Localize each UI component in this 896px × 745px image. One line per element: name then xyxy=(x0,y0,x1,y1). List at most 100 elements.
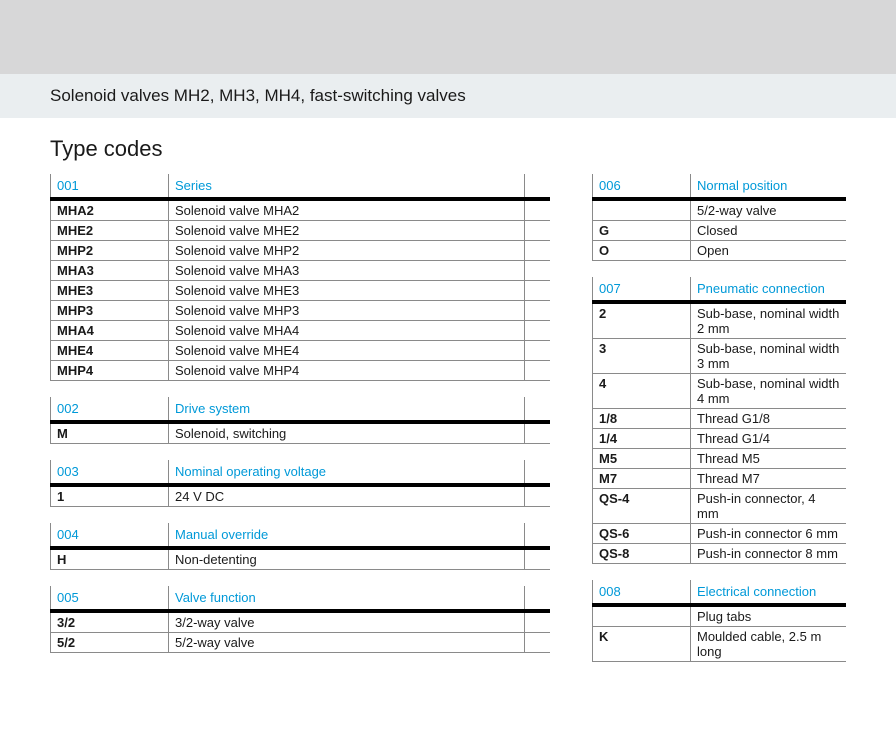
trail-cell xyxy=(524,485,550,507)
table-num: 002 xyxy=(51,397,169,422)
trail-cell xyxy=(524,199,550,221)
table-num: 007 xyxy=(593,277,691,302)
code-cell: H xyxy=(51,548,169,570)
desc-cell: Thread M5 xyxy=(691,449,847,469)
trail-cell xyxy=(524,611,550,633)
table-num: 008 xyxy=(593,580,691,605)
table-row: QS-8Push-in connector 8 mm xyxy=(593,544,847,564)
table-label: Normal position xyxy=(691,174,847,199)
table-row: KMoulded cable, 2.5 m long xyxy=(593,627,847,662)
table-row: 3/23/2-way valve xyxy=(51,611,551,633)
code-cell: QS-4 xyxy=(593,489,691,524)
table-row: MHP4Solenoid valve MHP4 xyxy=(51,361,551,381)
code-cell: QS-8 xyxy=(593,544,691,564)
table-004-manual-override: 004 Manual override HNon-detenting xyxy=(50,523,550,570)
desc-cell: Solenoid valve MHP4 xyxy=(169,361,525,381)
desc-cell: Plug tabs xyxy=(691,605,847,627)
table-001-series: 001 Series MHA2Solenoid valve MHA2MHE2So… xyxy=(50,174,550,381)
table-row: MHA4Solenoid valve MHA4 xyxy=(51,321,551,341)
table-num: 003 xyxy=(51,460,169,485)
code-cell: G xyxy=(593,221,691,241)
desc-cell: 3/2-way valve xyxy=(169,611,525,633)
code-cell: 1/8 xyxy=(593,409,691,429)
table-row: MHA3Solenoid valve MHA3 xyxy=(51,261,551,281)
desc-cell: Solenoid valve MHE3 xyxy=(169,281,525,301)
desc-cell: Non-detenting xyxy=(169,548,525,570)
table-num: 004 xyxy=(51,523,169,548)
code-cell: M xyxy=(51,422,169,444)
table-row: MHP3Solenoid valve MHP3 xyxy=(51,301,551,321)
trail-cell xyxy=(524,548,550,570)
table-trail-header xyxy=(524,460,550,485)
table-trail-header xyxy=(524,397,550,422)
code-cell: 4 xyxy=(593,374,691,409)
code-cell: MHA2 xyxy=(51,199,169,221)
table-row: 4Sub-base, nominal width 4 mm xyxy=(593,374,847,409)
trail-cell xyxy=(524,422,550,444)
columns-wrap: 001 Series MHA2Solenoid valve MHA2MHE2So… xyxy=(50,174,846,678)
code-cell: QS-6 xyxy=(593,524,691,544)
code-cell: 1 xyxy=(51,485,169,507)
code-cell xyxy=(593,605,691,627)
code-cell: MHE4 xyxy=(51,341,169,361)
table-002-drive-system: 002 Drive system MSolenoid, switching xyxy=(50,397,550,444)
code-cell: 2 xyxy=(593,302,691,339)
desc-cell: Solenoid valve MHP2 xyxy=(169,241,525,261)
table-row: M5Thread M5 xyxy=(593,449,847,469)
trail-cell xyxy=(524,241,550,261)
table-005-valve-function: 005 Valve function 3/23/2-way valve5/25/… xyxy=(50,586,550,653)
section-title: Type codes xyxy=(50,136,846,162)
code-cell: M7 xyxy=(593,469,691,489)
table-row: 1/8Thread G1/8 xyxy=(593,409,847,429)
desc-cell: Sub-base, nominal width 2 mm xyxy=(691,302,847,339)
trail-cell xyxy=(524,361,550,381)
table-008-electrical-connection: 008 Electrical connection Plug tabsKMoul… xyxy=(592,580,846,662)
code-cell: MHP2 xyxy=(51,241,169,261)
desc-cell: 24 V DC xyxy=(169,485,525,507)
desc-cell: Push-in connector 6 mm xyxy=(691,524,847,544)
subtitle-bar: Solenoid valves MH2, MH3, MH4, fast-swit… xyxy=(0,74,896,118)
desc-cell: Thread G1/4 xyxy=(691,429,847,449)
table-row: OOpen xyxy=(593,241,847,261)
desc-cell: Push-in connector, 4 mm xyxy=(691,489,847,524)
table-row: M7Thread M7 xyxy=(593,469,847,489)
table-body: Plug tabsKMoulded cable, 2.5 m long xyxy=(593,605,847,662)
desc-cell: Solenoid valve MHE4 xyxy=(169,341,525,361)
table-row: MHP2Solenoid valve MHP2 xyxy=(51,241,551,261)
table-label: Nominal operating voltage xyxy=(169,460,525,485)
desc-cell: 5/2-way valve xyxy=(691,199,847,221)
code-cell: MHP4 xyxy=(51,361,169,381)
desc-cell: Push-in connector 8 mm xyxy=(691,544,847,564)
code-cell: 5/2 xyxy=(51,633,169,653)
code-cell: K xyxy=(593,627,691,662)
left-column: 001 Series MHA2Solenoid valve MHA2MHE2So… xyxy=(50,174,550,678)
table-row: 2Sub-base, nominal width 2 mm xyxy=(593,302,847,339)
trail-cell xyxy=(524,321,550,341)
table-row: MHA2Solenoid valve MHA2 xyxy=(51,199,551,221)
table-row: GClosed xyxy=(593,221,847,241)
desc-cell: Solenoid valve MHA2 xyxy=(169,199,525,221)
desc-cell: Solenoid valve MHA4 xyxy=(169,321,525,341)
code-cell: MHP3 xyxy=(51,301,169,321)
desc-cell: Solenoid, switching xyxy=(169,422,525,444)
table-label: Pneumatic connection xyxy=(691,277,847,302)
code-cell: 3/2 xyxy=(51,611,169,633)
table-body: MSolenoid, switching xyxy=(51,422,551,444)
table-row: 1/4Thread G1/4 xyxy=(593,429,847,449)
trail-cell xyxy=(524,301,550,321)
desc-cell: Sub-base, nominal width 3 mm xyxy=(691,339,847,374)
top-grey-bar xyxy=(0,0,896,74)
trail-cell xyxy=(524,221,550,241)
table-row: 124 V DC xyxy=(51,485,551,507)
desc-cell: 5/2-way valve xyxy=(169,633,525,653)
table-label: Electrical connection xyxy=(691,580,847,605)
table-row: Plug tabs xyxy=(593,605,847,627)
table-row: HNon-detenting xyxy=(51,548,551,570)
table-003-nominal-voltage: 003 Nominal operating voltage 124 V DC xyxy=(50,460,550,507)
table-row: QS-4Push-in connector, 4 mm xyxy=(593,489,847,524)
table-body: 3/23/2-way valve5/25/2-way valve xyxy=(51,611,551,653)
code-cell: 3 xyxy=(593,339,691,374)
trail-cell xyxy=(524,341,550,361)
table-row: MHE4Solenoid valve MHE4 xyxy=(51,341,551,361)
table-label: Valve function xyxy=(169,586,525,611)
